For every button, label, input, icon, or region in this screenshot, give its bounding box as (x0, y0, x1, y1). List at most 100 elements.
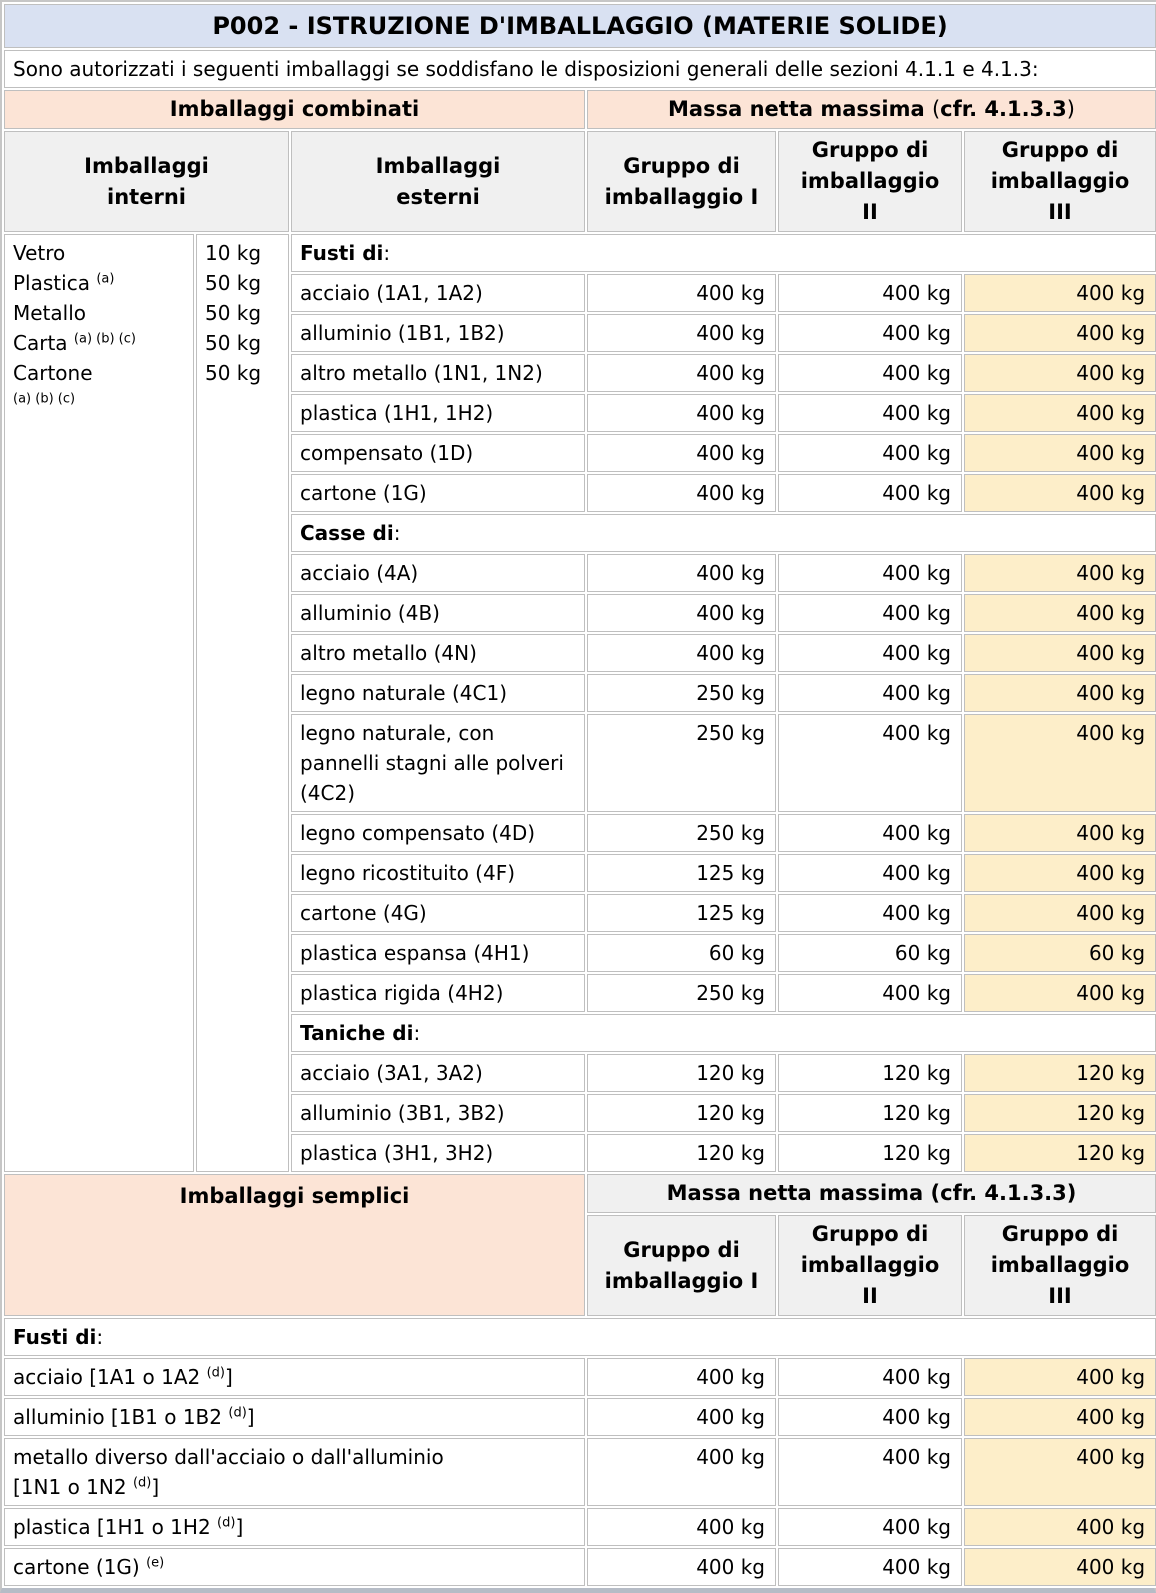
packaging-cell: acciaio (1A1, 1A2) (291, 274, 585, 312)
combined-packagings-body: Vetro Plastica (a) Metallo Carta (a) (b) (c… (4, 234, 1156, 1172)
mass-value-cell: 400 kg (964, 1438, 1156, 1506)
mass-value-cell: 400 kg (587, 594, 776, 632)
mass-value-cell: 250 kg (587, 974, 776, 1012)
inner-packaging-line: Carta (a) (b) (c) (13, 328, 185, 358)
packaging-cell: plastica rigida (4H2) (291, 974, 585, 1012)
table-row: plastica [1H1 o 1H2 (d)] 400 kg 400 kg 400 … (4, 1508, 1156, 1546)
mass-value-cell: 400 kg (778, 814, 962, 852)
mass-value-cell: 400 kg (964, 714, 1156, 812)
inner-packaging-line: (a) (b) (c) (13, 388, 185, 418)
mass-value-cell: 125 kg (587, 894, 776, 932)
packaging-cell: alluminio (3B1, 3B2) (291, 1094, 585, 1132)
table-row: compensato (1D) 400 kg 400 kg 400 kg (4, 434, 1156, 472)
footnote-marker: (a) (b) (c) (13, 391, 76, 407)
title-row: P002 - ISTRUZIONE D'IMBALLAGGIO (MATERIE… (4, 4, 1156, 48)
mass-value-cell: 400 kg (964, 474, 1156, 512)
text-part: ] (225, 1365, 233, 1389)
inner-packaging-mass-line: 50 kg (205, 361, 262, 385)
combined-max-net-mass-header: Massa netta massima (cfr. 4.1.3.3) (587, 90, 1156, 129)
packaging-cell: legno compensato (4D) (291, 814, 585, 852)
footnote-marker: (e) (146, 1555, 165, 1571)
mass-value-cell: 400 kg (587, 314, 776, 352)
footnote-marker: (d) (132, 1475, 152, 1491)
mass-value-cell: 120 kg (964, 1054, 1156, 1092)
mass-value-cell: 250 kg (587, 714, 776, 812)
mass-value-cell: 250 kg (587, 814, 776, 852)
mass-value-cell: 400 kg (587, 554, 776, 592)
table-row: metallo diverso dall'acciaio o dall'allu… (4, 1438, 1156, 1506)
text-part: [1N1 o 1N2 (13, 1475, 133, 1499)
text-part: Carta (13, 331, 74, 355)
inner-packagings-cell: Vetro Plastica (a) Metallo Carta (a) (b) (c… (4, 234, 194, 1172)
mass-value-cell: 400 kg (964, 814, 1156, 852)
mass-value-cell: 400 kg (964, 1398, 1156, 1436)
mass-value-cell: 400 kg (964, 1358, 1156, 1396)
footnote-marker: (d) (228, 1405, 247, 1421)
section-header-cell: Taniche di: (291, 1014, 1156, 1052)
mass-value-cell: 400 kg (587, 474, 776, 512)
mass-value-cell: 400 kg (778, 634, 962, 672)
packaging-cell: legno naturale (4C1) (291, 674, 585, 712)
table-row: plastica (1H1, 1H2) 400 kg 400 kg 400 kg (4, 394, 1156, 432)
mass-value-cell: 400 kg (587, 354, 776, 392)
text-part: cfr. 4.1.3.3 (940, 97, 1067, 121)
text-part: ) (1066, 1181, 1077, 1205)
table-row: legno ricostituito (4F) 125 kg 400 kg 400 k… (4, 854, 1156, 892)
mass-value-cell: 400 kg (778, 594, 962, 632)
inner-packaging-line: Plastica (a) (13, 268, 185, 298)
section-header-cell: Fusti di: (291, 234, 1156, 272)
inner-packaging-mass-line: 50 kg (205, 301, 262, 325)
mass-value-cell: 400 kg (778, 1548, 962, 1586)
packaging-cell: legno ricostituito (4F) (291, 854, 585, 892)
packaging-cell: metallo diverso dall'acciaio o dall'allu… (4, 1438, 585, 1506)
mass-value-cell: 400 kg (778, 434, 962, 472)
mass-value-cell: 400 kg (778, 854, 962, 892)
mass-value-cell: 400 kg (964, 554, 1156, 592)
packaging-cell: alluminio [1B1 o 1B2 (d)] (4, 1398, 585, 1436)
col-header-inner-packagings: Imballaggi interni (4, 131, 289, 232)
text-part: Casse di (300, 521, 394, 545)
table-row: legno naturale (4C1) 250 kg 400 kg 400 kg (4, 674, 1156, 712)
table-row: alluminio [1B1 o 1B2 (d)] 400 kg 400 kg 400… (4, 1398, 1156, 1436)
intro-row: Sono autorizzati i seguenti imballaggi s… (4, 50, 1156, 88)
table-row: acciaio [1A1 o 1A2 (d)] 400 kg 400 kg 400 k… (4, 1358, 1156, 1396)
mass-value-cell: 60 kg (778, 934, 962, 972)
single-packagings-header-cell: Imballaggi semplici (4, 1174, 585, 1316)
single-packagings-body: Fusti di: acciaio [1A1 o 1A2 (d)] 400 kg 40… (4, 1318, 1156, 1586)
mass-value-cell: 400 kg (587, 1508, 776, 1546)
text-part: Taniche di (300, 1021, 414, 1045)
mass-value-cell: 125 kg (587, 854, 776, 892)
mass-value-cell: 400 kg (587, 1438, 776, 1506)
text-part: Fusti di (13, 1325, 97, 1349)
section-header-row: Casse di: (4, 514, 1156, 552)
table-row: legno naturale, con pannelli stagni alle… (4, 714, 1156, 812)
inner-packaging-mass-line: 50 kg (205, 331, 262, 355)
text-part: Fusti di (300, 241, 384, 265)
col-header-outer-packagings: Imballaggi esterni (291, 131, 585, 232)
mass-value-cell: 400 kg (778, 314, 962, 352)
mass-value-cell: 120 kg (587, 1054, 776, 1092)
mass-value-cell: 400 kg (964, 974, 1156, 1012)
table-row: altro metallo (4N) 400 kg 400 kg 400 kg (4, 634, 1156, 672)
text-part: Massa netta massima (666, 1181, 931, 1205)
table-row: cartone (1G) (e) 400 kg 400 kg 400 kg (4, 1548, 1156, 1586)
mass-value-cell: 400 kg (587, 274, 776, 312)
packaging-cell: cartone (4G) (291, 894, 585, 932)
table-row: alluminio (4B) 400 kg 400 kg 400 kg (4, 594, 1156, 632)
packaging-cell: altro metallo (4N) (291, 634, 585, 672)
mass-value-cell: 400 kg (778, 1358, 962, 1396)
single-band-row: Imballaggi semplici Massa netta massima … (4, 1174, 1156, 1316)
mass-value-cell: 400 kg (587, 434, 776, 472)
mass-value-cell: 400 kg (964, 854, 1156, 892)
single-max-net-mass-header: Massa netta massima (cfr. 4.1.3.3) (587, 1174, 1156, 1213)
section-header-cell: Casse di: (291, 514, 1156, 552)
packaging-cell: cartone (1G) (291, 474, 585, 512)
text-part: Metallo (13, 301, 87, 325)
mass-value-cell: 400 kg (778, 1398, 962, 1436)
mass-value-cell: 400 kg (778, 474, 962, 512)
inner-packaging-line: Metallo (13, 298, 185, 328)
text-part: : (383, 241, 391, 265)
mass-value-cell: 400 kg (778, 554, 962, 592)
